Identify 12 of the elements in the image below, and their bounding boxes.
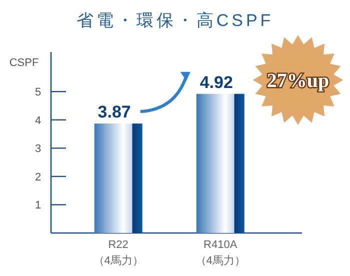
annotation: 27%up: [266, 70, 330, 92]
y-tick-label: 4: [34, 114, 42, 127]
data-label: 4.92: [200, 72, 233, 92]
data-label: 3.87: [98, 102, 131, 122]
y-tick-label: 3: [34, 143, 42, 156]
chart-title: 省電・環保・高CSPF: [76, 11, 274, 30]
y-tick-label: 2: [34, 171, 42, 184]
y-tick-label: 5: [34, 86, 42, 99]
y-axis-title: CSPF: [9, 57, 39, 69]
x-tick-label: R22 （4馬力）: [93, 239, 144, 267]
x-tick-label: R410A （4馬力）: [195, 239, 246, 267]
y-tick-label: 1: [34, 200, 42, 212]
